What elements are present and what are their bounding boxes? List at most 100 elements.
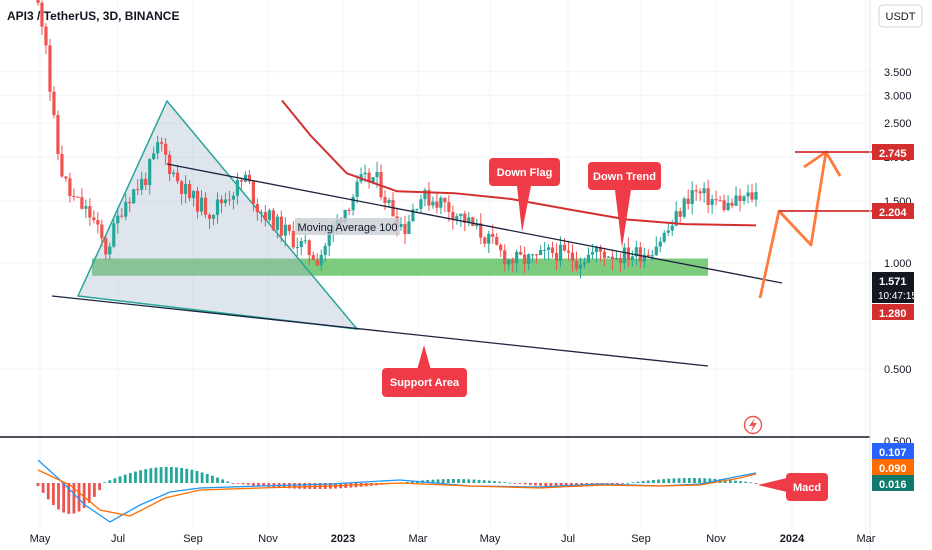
- macd-histogram-bar: [231, 483, 235, 484]
- candle-body: [435, 201, 439, 208]
- time-axis[interactable]: May Jul Sep Nov 2023 Mar May Jul Sep Nov 2024 Mar: [30, 533, 876, 545]
- chart-title: API3 / TetherUS, 3D, BINANCE: [7, 9, 179, 23]
- macd-histogram-bar: [72, 483, 76, 514]
- candle-body: [263, 212, 267, 221]
- candle-body: [618, 257, 622, 264]
- x-tick-label: Mar: [857, 533, 876, 545]
- macd-histogram-bar: [180, 467, 183, 483]
- x-tick-label: Jul: [111, 533, 125, 545]
- candle-body: [511, 259, 515, 264]
- x-tick-label: 2024: [780, 533, 805, 545]
- macd-histogram-bar: [559, 483, 563, 487]
- macd-histogram-bar: [677, 478, 681, 483]
- candle-body: [36, 0, 40, 3]
- macd-histogram-bar: [626, 482, 630, 484]
- candle-body: [367, 172, 371, 183]
- candle-body: [60, 153, 64, 177]
- candle-body: [199, 197, 204, 212]
- candle-body: [746, 192, 750, 197]
- candle-body: [207, 214, 212, 219]
- candle-body: [698, 191, 702, 194]
- projection-path: [758, 151, 828, 299]
- candle-body: [666, 230, 670, 233]
- candle-body: [203, 197, 208, 215]
- candle-body: [570, 252, 575, 262]
- y-tick-label: 2.500: [884, 118, 912, 130]
- currency-button[interactable]: USDT: [878, 4, 923, 28]
- ma-price-tag-box: [872, 304, 914, 320]
- macd-histogram-bar: [739, 481, 743, 483]
- macd-histogram-bar: [57, 483, 60, 510]
- macd-histogram-bar: [462, 479, 466, 483]
- candle-body: [415, 208, 419, 210]
- macd-histogram-bar: [185, 468, 189, 483]
- candle-body: [327, 233, 331, 246]
- macd-histogram-bar: [41, 483, 45, 493]
- macd-histogram-bar: [672, 478, 676, 483]
- upper-trendline: [166, 163, 783, 284]
- macd-histogram-bar: [216, 477, 219, 483]
- macd-histogram-bar: [564, 483, 568, 487]
- macd-histogram-bar: [113, 478, 117, 483]
- macd-histogram-bar: [139, 470, 142, 483]
- candle-body: [694, 190, 698, 192]
- macd-histogram-bar: [662, 479, 666, 483]
- x-tick-label: May: [480, 533, 501, 545]
- support-area-zone: [92, 258, 708, 276]
- macd-histogram-bar: [51, 483, 55, 506]
- candle-body: [132, 189, 136, 204]
- macd-histogram-bar: [554, 483, 558, 487]
- candle-body: [311, 255, 315, 260]
- macd-histogram-bar: [205, 473, 209, 483]
- candle-body: [48, 45, 52, 92]
- signal-line: [37, 469, 757, 517]
- y-tick-label: 3.000: [884, 90, 912, 102]
- candle-body: [176, 172, 180, 182]
- down-trend-label: Down Trend: [593, 171, 656, 183]
- macd-histogram-bar: [539, 483, 542, 486]
- macd-histogram-bar: [128, 473, 132, 483]
- support-area-label: Support Area: [390, 377, 460, 389]
- candle-body: [183, 183, 188, 194]
- candle-body: [275, 216, 279, 231]
- candle-body: [443, 197, 447, 203]
- macd-histogram-bar: [452, 479, 455, 483]
- macd-histogram-bar: [693, 478, 696, 483]
- candle-body: [56, 115, 60, 154]
- flash-icon[interactable]: [743, 415, 763, 435]
- candle-body: [251, 181, 255, 204]
- candle-body: [622, 247, 626, 264]
- trend-lines: [51, 163, 783, 367]
- macd-histogram-bar: [67, 483, 71, 514]
- candle-body: [467, 217, 471, 223]
- candle-body: [271, 210, 275, 231]
- macd-hist-tag-box: [872, 443, 914, 459]
- candle-body: [614, 257, 618, 260]
- candle-body: [223, 199, 228, 203]
- macd-histogram-bar: [754, 483, 758, 484]
- candle-body: [128, 202, 132, 204]
- candle-body: [554, 252, 559, 261]
- candle-body: [638, 247, 642, 262]
- x-tick-label: May: [30, 533, 51, 545]
- macd-histogram-bar: [134, 471, 137, 483]
- candle-body: [411, 209, 415, 222]
- candle-body: [754, 192, 758, 200]
- candle-body: [76, 196, 80, 198]
- candle-body: [44, 26, 48, 46]
- macd-histogram-bar: [513, 483, 517, 484]
- currency-button-label[interactable]: USDT: [886, 11, 916, 23]
- macd-histogram-bar: [734, 480, 737, 483]
- candle-body: [259, 212, 263, 214]
- candle-body: [519, 251, 523, 255]
- macd-histogram-bar: [472, 479, 476, 483]
- macd-histogram-bar: [298, 483, 301, 489]
- macd-histogram-bar: [82, 483, 86, 508]
- currency-button-frame[interactable]: [878, 4, 923, 28]
- candle-body: [507, 259, 511, 265]
- candle-body: [387, 200, 391, 203]
- macd-histogram-bar: [149, 468, 153, 483]
- candle-body: [550, 247, 555, 253]
- x-tick-label: Sep: [631, 533, 651, 545]
